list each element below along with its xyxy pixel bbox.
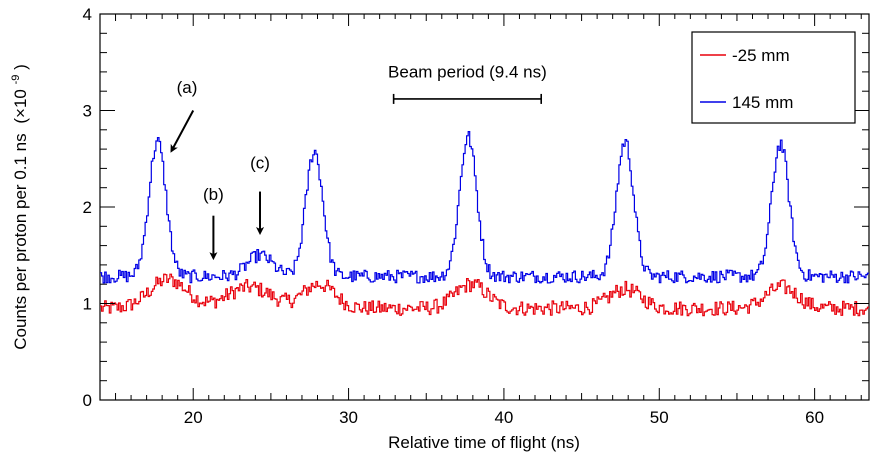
annotation-label: (c): [250, 153, 270, 172]
legend-label-series-2: 145 mm: [732, 93, 793, 112]
x-tick-label: 60: [805, 408, 824, 427]
y-axis-ticks: 0 1 2 3 4: [83, 5, 869, 410]
y-tick-label: 1: [83, 295, 92, 314]
x-tick-label: 20: [184, 408, 203, 427]
annotation-label: (b): [203, 185, 224, 204]
y-axis-title-main: Counts per proton per 0.1 ns: [11, 133, 30, 349]
y-tick-label: 2: [83, 198, 92, 217]
series-layer: [100, 131, 869, 317]
y-tick-label: 0: [83, 391, 92, 410]
x-axis-title: Relative time of flight (ns): [388, 433, 580, 452]
y-axis-title-unit-suffix: ): [11, 64, 30, 70]
y-tick-label: 4: [83, 5, 92, 24]
beam-period-label: Beam period (9.4 ns): [388, 63, 547, 82]
y-axis-title-unit-prefix: (×10: [11, 89, 30, 124]
y-tick-label: 3: [83, 102, 92, 121]
x-tick-label: 30: [339, 408, 358, 427]
annotation-label: (a): [177, 78, 198, 97]
annotation-arrow: [170, 110, 195, 153]
x-axis-ticks: 20 30 40 50 60: [99, 14, 862, 427]
series-line-1: [100, 273, 869, 317]
y-axis-title-unit-exp: -9: [10, 75, 22, 85]
x-tick-label: 50: [650, 408, 669, 427]
annotation-layer: (a) (b) (c) Beam period (9.4 ns): [170, 63, 547, 261]
x-tick-label: 40: [494, 408, 513, 427]
y-axis-title: Counts per proton per 0.1 ns (×10 -9 ): [4, 64, 30, 350]
legend: -25 mm 145 mm: [691, 31, 856, 124]
legend-box: [691, 31, 856, 124]
series-line-2: [100, 131, 869, 284]
legend-label-series-1: -25 mm: [732, 46, 790, 65]
